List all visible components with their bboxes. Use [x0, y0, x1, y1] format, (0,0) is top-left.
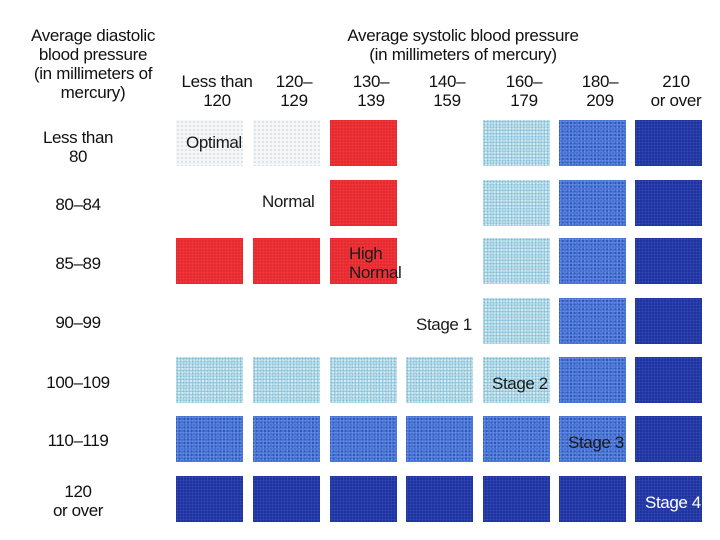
grid-cell-stage-3: [406, 416, 473, 462]
diastolic-header-line: blood pressure: [38, 45, 148, 64]
grid-cell-stage-2: [483, 238, 550, 284]
row-label: 90–99: [55, 313, 101, 332]
grid-cell-stage-4: [635, 180, 702, 226]
column-label: 140– 159: [428, 72, 466, 110]
column-label: 180– 209: [581, 72, 619, 110]
grid-cell-stage-4: [635, 416, 702, 462]
row-label: 100–109: [46, 373, 110, 392]
category-label-stage-1: Stage 1: [416, 315, 472, 334]
grid-cell-stage-2: [176, 357, 243, 403]
diastolic-axis-header: Average diastolic blood pressure (in mil…: [18, 26, 168, 102]
grid-cell-stage-2: [253, 357, 320, 403]
grid-cell-stage-2: [330, 357, 397, 403]
systolic-axis-header: Average systolic blood pressure (in mill…: [318, 26, 608, 64]
grid-cell-stage-4: [635, 357, 702, 403]
grid-cell-stage-3: [559, 357, 626, 403]
grid-cell-stage-4: [176, 476, 243, 522]
grid-cell-stage-3: [559, 416, 626, 462]
category-label-stage-2: Stage 2: [492, 374, 548, 393]
grid-cell-stage-4: [330, 476, 397, 522]
row-label: 85–89: [55, 254, 101, 273]
diastolic-header-line: Average diastolic: [30, 26, 156, 45]
column-label: Less than 120: [181, 72, 253, 110]
grid-cell-optimal: [176, 120, 243, 166]
grid-cell-stage-3: [559, 298, 626, 344]
grid-cell-stage-3: [330, 416, 397, 462]
grid-cell-stage-4: [635, 476, 702, 522]
column-label: 210 or over: [650, 72, 702, 110]
grid-cell-stage-2: [483, 180, 550, 226]
row-label: 80–84: [55, 195, 101, 214]
grid-cell-stage-2: [483, 298, 550, 344]
grid-cell-high-normal: [330, 120, 397, 166]
grid-cell-stage-4: [483, 476, 550, 522]
grid-cell-stage-4: [406, 476, 473, 522]
grid-cell-stage-3: [559, 180, 626, 226]
grid-cell-high-normal: [176, 238, 243, 284]
column-label: 130– 139: [352, 72, 390, 110]
row-label: 120 or over: [52, 482, 104, 520]
grid-cell-stage-3: [559, 238, 626, 284]
grid-cell-stage-3: [559, 120, 626, 166]
grid-cell-high-normal: [253, 238, 320, 284]
grid-cell-stage-3: [483, 416, 550, 462]
systolic-header-line: Average systolic blood pressure: [347, 26, 579, 45]
grid-cell-stage-4: [559, 476, 626, 522]
grid-cell-stage-4: [253, 476, 320, 522]
grid-cell-stage-2: [406, 357, 473, 403]
grid-cell-optimal: [253, 120, 320, 166]
category-label-normal: Normal: [262, 192, 315, 211]
grid-cell-stage-4: [635, 238, 702, 284]
grid-cell-high-normal: [330, 180, 397, 226]
diastolic-header-line: (in millimeters of: [33, 64, 153, 83]
grid-cell-stage-4: [635, 120, 702, 166]
row-label: 110–119: [47, 431, 109, 450]
systolic-header-line: (in millimeters of mercury): [369, 45, 557, 64]
column-label: 160– 179: [505, 72, 543, 110]
grid-cell-stage-4: [635, 298, 702, 344]
category-label-stage-4: Stage 4: [645, 493, 701, 512]
grid-cell-high-normal: [330, 238, 397, 284]
diastolic-header-line: mercury): [60, 83, 126, 102]
category-label-high-normal: High Normal: [349, 244, 402, 282]
grid-cell-stage-2: [483, 120, 550, 166]
category-label-optimal: Optimal: [186, 133, 242, 152]
category-label-stage-3: Stage 3: [568, 433, 624, 452]
column-label: 120– 129: [275, 72, 313, 110]
grid-cell-stage-2: [483, 357, 550, 403]
row-label: Less than 80: [42, 128, 114, 166]
grid-cell-stage-3: [253, 416, 320, 462]
grid-cell-stage-3: [176, 416, 243, 462]
